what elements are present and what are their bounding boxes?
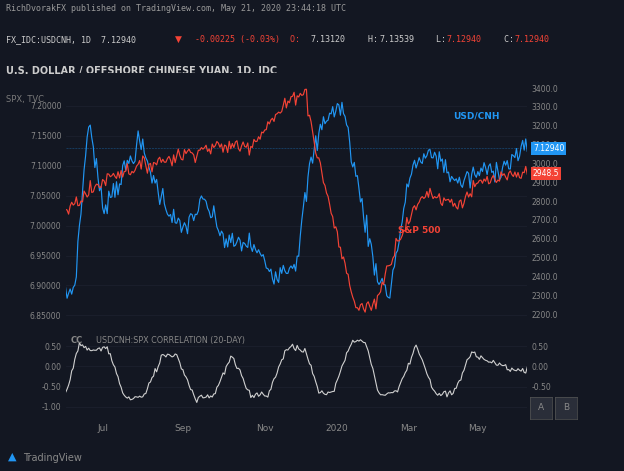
Text: Mar: Mar [399,423,417,433]
Text: ▲: ▲ [7,452,16,462]
Text: May: May [468,423,487,433]
Text: B: B [563,403,569,413]
Text: RichDvorakFX published on TradingView.com, May 21, 2020 23:44:18 UTC: RichDvorakFX published on TradingView.co… [6,4,346,13]
Text: TradingView: TradingView [24,453,82,463]
Text: 2948.5: 2948.5 [533,169,559,178]
Text: ▼: ▼ [175,35,182,44]
Text: C:: C: [494,35,514,44]
Text: CC: CC [70,336,82,345]
Text: SPX, TVC: SPX, TVC [6,95,44,104]
Text: 7.13120: 7.13120 [311,35,346,44]
Text: 7.12940: 7.12940 [533,144,564,153]
Text: 2020: 2020 [325,423,348,433]
Text: 7.13539: 7.13539 [379,35,414,44]
Text: H:: H: [358,35,378,44]
Text: USD/CNH: USD/CNH [454,112,500,121]
Text: -0.00225 (-0.03%)  O:: -0.00225 (-0.03%) O: [190,35,300,44]
Text: USDCNH:SPX CORRELATION (20-DAY): USDCNH:SPX CORRELATION (20-DAY) [95,336,245,345]
Text: Nov: Nov [256,423,274,433]
Text: FX_IDC:USDCNH, 1D  7.12940: FX_IDC:USDCNH, 1D 7.12940 [6,35,141,44]
Text: L:: L: [426,35,446,44]
Text: 7.12940: 7.12940 [447,35,482,44]
Text: U.S. DOLLAR / OFFSHORE CHINESE YUAN, 1D, IDC: U.S. DOLLAR / OFFSHORE CHINESE YUAN, 1D,… [6,65,277,76]
Text: Sep: Sep [175,423,192,433]
Text: S&P 500: S&P 500 [398,226,441,235]
Text: 7.12940: 7.12940 [514,35,549,44]
Text: Jul: Jul [98,423,109,433]
Text: A: A [539,403,544,413]
